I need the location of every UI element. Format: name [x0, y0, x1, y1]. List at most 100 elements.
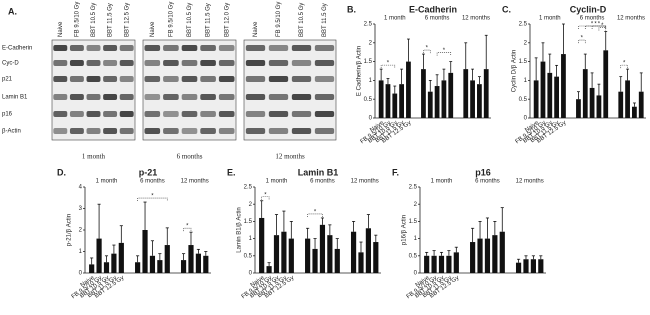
bar: [446, 255, 452, 273]
band: [144, 128, 161, 134]
band: [245, 60, 266, 66]
significance-mark: *: [443, 48, 446, 54]
band: [200, 128, 216, 134]
protein-label: p16: [2, 112, 13, 118]
bar: [118, 242, 124, 273]
y-tick-label: 1: [369, 78, 373, 84]
band: [314, 128, 335, 134]
bar: [438, 255, 445, 273]
band: [163, 111, 179, 117]
bar: [448, 72, 454, 118]
y-tick-label: 0: [414, 271, 418, 277]
band: [119, 128, 134, 134]
y-tick-label: 3: [79, 206, 83, 212]
band: [268, 111, 289, 117]
band: [144, 76, 161, 82]
significance-mark: *: [314, 210, 317, 216]
band: [268, 60, 289, 66]
y-axis-label: Lamin B1/β Actin: [237, 207, 243, 252]
band: [200, 111, 216, 117]
bar: [533, 80, 539, 118]
band: [86, 76, 101, 82]
band: [181, 76, 198, 82]
band: [53, 60, 68, 66]
band: [268, 76, 289, 82]
bar: [259, 217, 265, 273]
bar: [319, 224, 326, 273]
bar: [273, 235, 280, 273]
band: [53, 111, 68, 117]
bar: [483, 69, 489, 118]
band: [268, 45, 289, 51]
significance-bracket: [423, 49, 431, 54]
significance-mark: *: [591, 22, 594, 28]
significance-bracket: [261, 196, 270, 200]
band: [163, 45, 179, 51]
bar: [164, 245, 170, 273]
group-label: 1 month: [539, 16, 561, 22]
bar: [358, 252, 364, 273]
band: [144, 60, 161, 66]
bar: [399, 84, 404, 118]
significance-bracket: [584, 25, 607, 29]
band: [103, 128, 118, 134]
y-tick-label: 2.5: [244, 185, 253, 191]
band: [200, 76, 216, 82]
band: [163, 60, 179, 66]
band: [291, 45, 312, 51]
band: [103, 111, 118, 117]
chart-title: Lamin B1: [298, 167, 339, 177]
band: [163, 76, 179, 82]
lane-label: Naive: [253, 21, 259, 37]
band: [53, 76, 68, 82]
bar: [470, 242, 476, 273]
significance-mark: *: [264, 192, 267, 198]
panel-label: C.: [502, 4, 511, 14]
bar: [540, 61, 546, 118]
bar: [103, 262, 110, 273]
band: [163, 94, 179, 100]
band: [314, 111, 335, 117]
band: [268, 128, 289, 134]
bar: [561, 54, 566, 118]
chart-title: p-21: [139, 167, 158, 177]
band: [53, 128, 68, 134]
y-tick-label: 1: [524, 78, 528, 84]
band: [69, 60, 84, 66]
lane-label: BBT 11.5 Gy: [108, 3, 114, 37]
significance-mark: *: [426, 46, 429, 52]
band: [119, 60, 134, 66]
band: [291, 111, 312, 117]
bar: [477, 238, 483, 273]
bar: [603, 50, 609, 118]
y-tick-label: 0: [249, 271, 253, 277]
bar: [385, 84, 391, 118]
band: [144, 45, 161, 51]
y-tick-label: 1: [414, 236, 418, 242]
bar: [492, 235, 498, 273]
bar: [463, 69, 469, 118]
band: [86, 128, 101, 134]
y-tick-label: 2: [79, 228, 83, 234]
bar: [195, 253, 201, 273]
group-label: 6 months: [425, 16, 450, 22]
bar: [157, 260, 163, 273]
y-tick-label: 1.5: [519, 59, 528, 65]
band: [86, 111, 101, 117]
band: [218, 45, 235, 51]
bar: [312, 248, 318, 273]
bar: [305, 238, 311, 273]
band: [291, 60, 312, 66]
group-label: 6 months: [475, 179, 500, 185]
y-tick-label: 1.5: [244, 219, 253, 225]
group-label: 12 months: [617, 16, 645, 22]
bar: [596, 95, 602, 118]
protein-label: Lamin B1: [2, 95, 28, 101]
bar: [582, 69, 588, 118]
y-tick-label: 2: [524, 40, 528, 46]
band: [181, 128, 198, 134]
bar: [203, 255, 209, 273]
band: [53, 94, 68, 100]
significance-mark: *: [151, 194, 154, 200]
protein-label: p21: [2, 77, 13, 83]
